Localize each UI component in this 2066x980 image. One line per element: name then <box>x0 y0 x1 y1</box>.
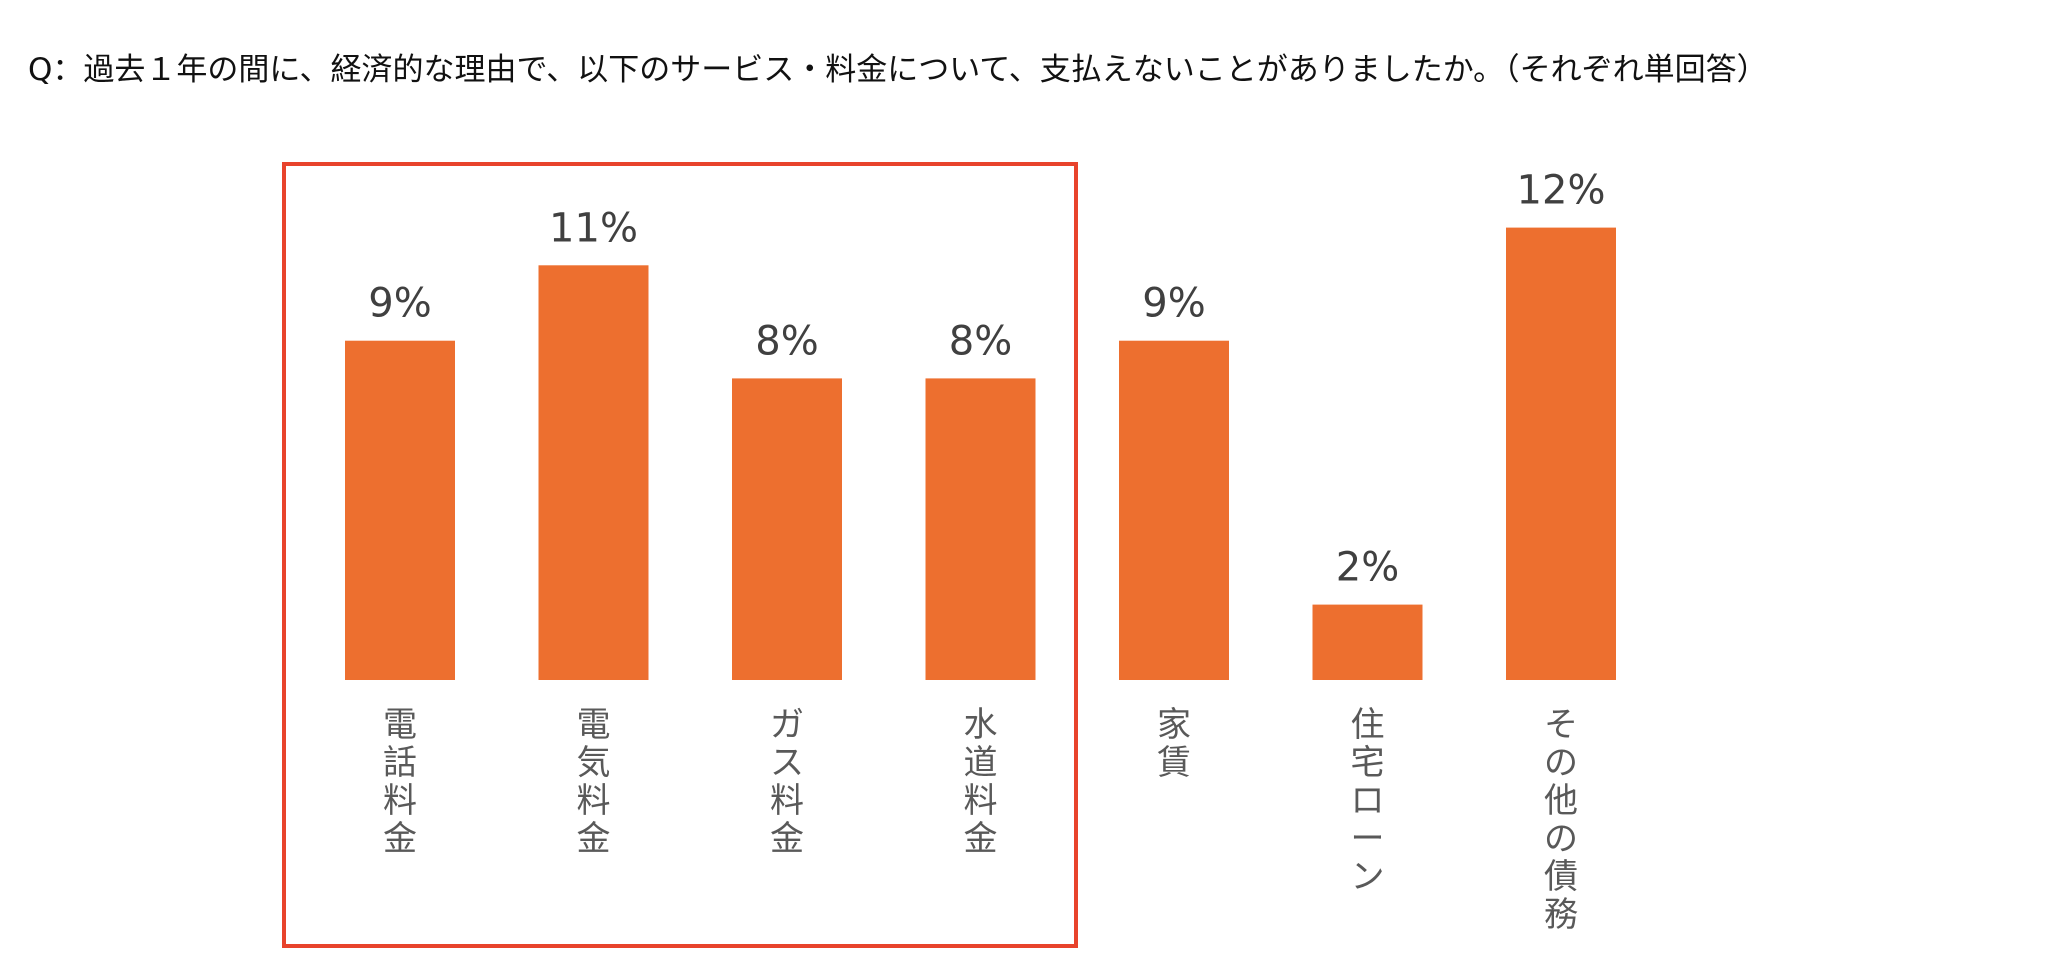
question-text: Q：過去１年の間に、経済的な理由で、以下のサービス・料金について、支払えないこと… <box>28 52 1768 88</box>
utility-bills-highlight-box <box>282 162 1078 948</box>
value-label-5: 9% <box>1142 281 1205 327</box>
category-label-3: ガス料金 <box>770 705 804 859</box>
category-label-6: 住宅ローン <box>1351 705 1385 897</box>
value-label-3: 8% <box>755 318 818 364</box>
category-label-5: 家賃 <box>1157 705 1191 783</box>
category-label-4: 水道料金 <box>964 705 998 859</box>
category-label-1: 電話料金 <box>383 705 417 859</box>
bar-group <box>345 227 1616 680</box>
value-label-group: 9% 11% 8% 8% 9% 2% 12% <box>368 168 1605 591</box>
bar-5 <box>1119 340 1229 680</box>
value-label-2: 11% <box>549 205 638 251</box>
bar-7 <box>1506 227 1616 680</box>
bar-1 <box>345 340 455 680</box>
category-label-2: 電気料金 <box>577 705 611 859</box>
bar-4 <box>925 378 1036 680</box>
category-label-7: その他の債務 <box>1544 705 1578 935</box>
bar-6 <box>1312 604 1423 680</box>
value-label-6: 2% <box>1336 545 1399 591</box>
value-label-4: 8% <box>949 318 1012 364</box>
value-label-7: 12% <box>1517 168 1606 214</box>
category-label-group: 電話料金 電気料金 ガス料金 水道料金 家賃 住宅ローン その他の債務 <box>383 705 1578 935</box>
value-label-1: 9% <box>368 281 431 327</box>
bar-2 <box>538 265 649 680</box>
bar-3 <box>732 378 842 680</box>
